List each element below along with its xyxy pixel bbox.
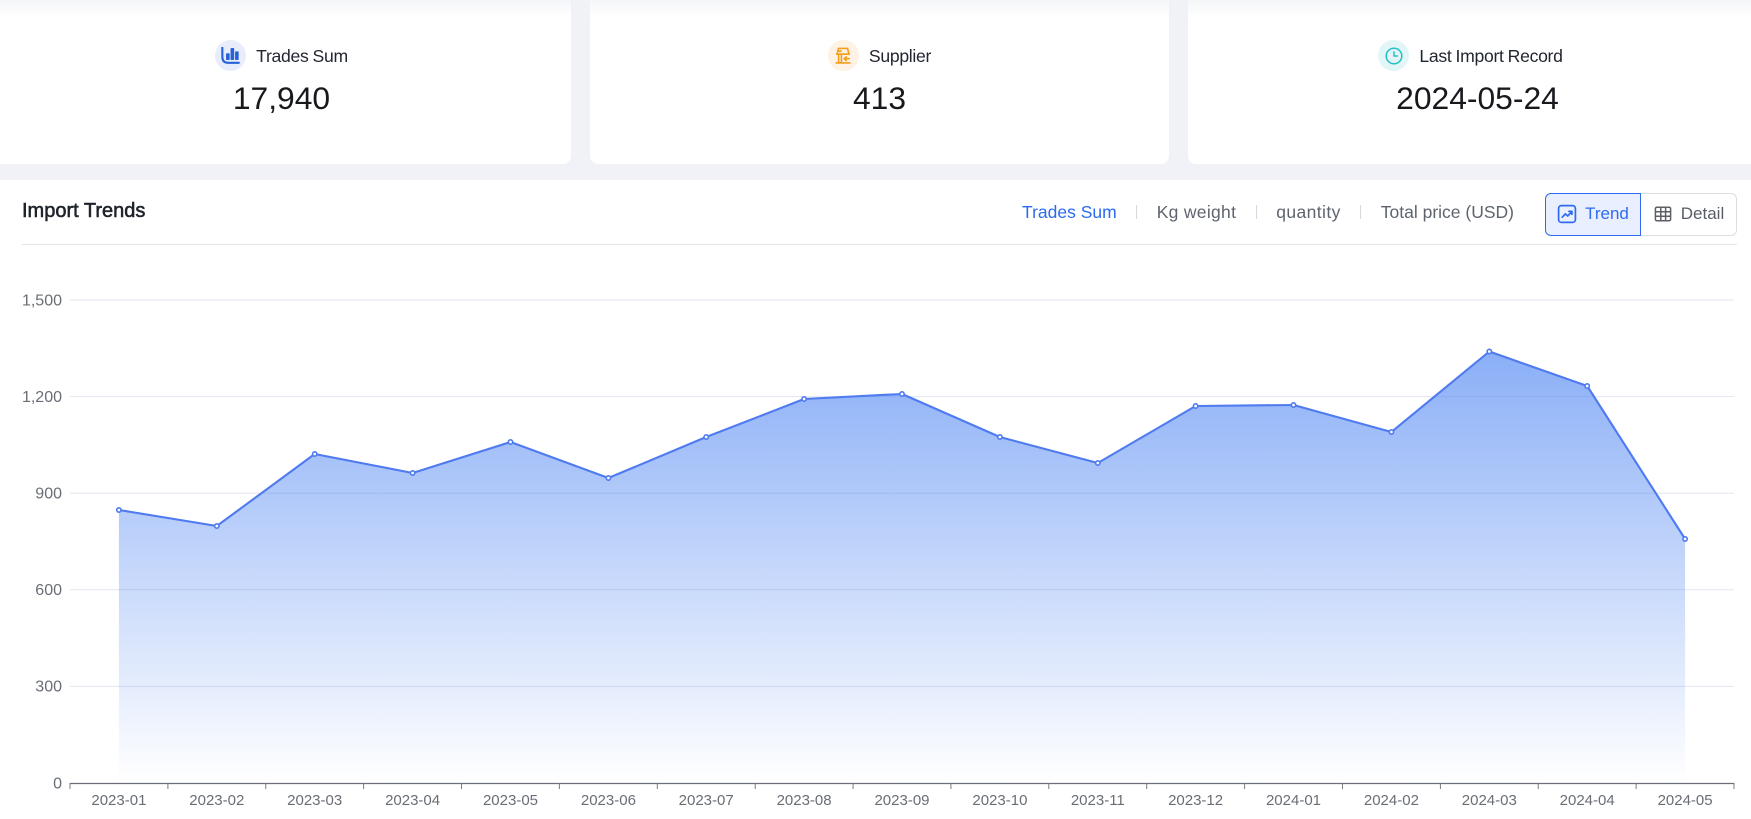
svg-text:1,200: 1,200 bbox=[22, 389, 62, 406]
svg-text:2024-03: 2024-03 bbox=[1462, 792, 1517, 809]
svg-text:2024-01: 2024-01 bbox=[1266, 792, 1321, 809]
svg-text:2024-04: 2024-04 bbox=[1560, 792, 1615, 809]
svg-text:2023-05: 2023-05 bbox=[483, 792, 538, 809]
svg-text:2023-09: 2023-09 bbox=[874, 792, 929, 809]
svg-text:2023-07: 2023-07 bbox=[679, 792, 734, 809]
svg-text:2023-11: 2023-11 bbox=[1071, 792, 1125, 809]
svg-text:2024-02: 2024-02 bbox=[1364, 792, 1419, 809]
svg-text:1,500: 1,500 bbox=[22, 292, 62, 309]
svg-text:0: 0 bbox=[53, 775, 62, 792]
svg-text:2023-08: 2023-08 bbox=[777, 792, 832, 809]
svg-text:2023-10: 2023-10 bbox=[972, 792, 1027, 809]
svg-text:2024-05: 2024-05 bbox=[1658, 792, 1713, 809]
svg-text:900: 900 bbox=[35, 486, 62, 503]
svg-text:600: 600 bbox=[35, 582, 62, 599]
svg-text:2023-03: 2023-03 bbox=[287, 792, 342, 809]
svg-text:2023-02: 2023-02 bbox=[189, 792, 244, 809]
svg-text:2023-06: 2023-06 bbox=[581, 792, 636, 809]
svg-text:2023-04: 2023-04 bbox=[385, 792, 440, 809]
svg-text:2023-01: 2023-01 bbox=[91, 792, 146, 809]
svg-text:300: 300 bbox=[35, 679, 62, 696]
svg-text:2023-12: 2023-12 bbox=[1168, 792, 1223, 809]
